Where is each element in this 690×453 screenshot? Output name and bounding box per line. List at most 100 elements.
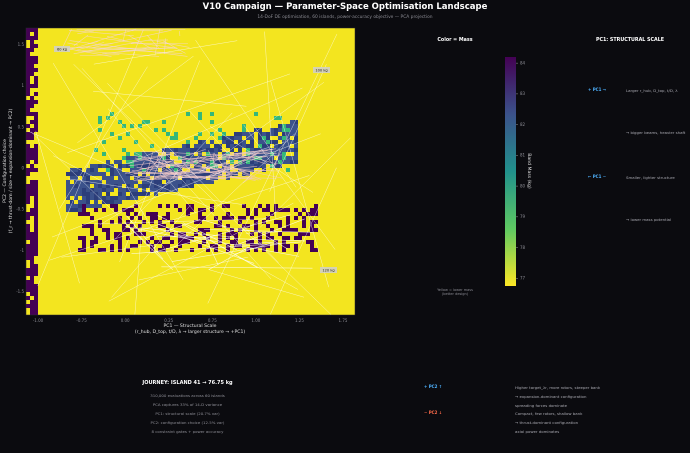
heatmap-cell bbox=[282, 244, 286, 248]
heatmap-cell bbox=[198, 132, 202, 136]
heatmap-cell bbox=[198, 112, 202, 116]
colorbar-tick-label: 81 bbox=[520, 153, 526, 158]
heatmap-cell bbox=[310, 248, 314, 252]
heatmap-cell bbox=[118, 168, 122, 172]
heatmap-cell bbox=[262, 208, 266, 212]
heatmap-cell bbox=[278, 152, 282, 156]
heatmap-cell bbox=[126, 208, 130, 212]
trajectory-line bbox=[163, 38, 166, 54]
heatmap-cell bbox=[106, 160, 110, 164]
heatmap-cell bbox=[66, 204, 70, 208]
heatmap-cell bbox=[130, 184, 134, 188]
heatmap-cell bbox=[90, 224, 94, 228]
heatmap-cell bbox=[78, 184, 82, 188]
heatmap-cell bbox=[206, 160, 210, 164]
colorbar-ticks: 84 83 82 81 80 79 78 77 bbox=[516, 60, 526, 281]
colorbar-tick-label: 84 bbox=[520, 60, 526, 65]
trajectory-line bbox=[94, 218, 267, 225]
heatmap-cell bbox=[234, 240, 238, 244]
trajectory-line bbox=[192, 156, 208, 167]
trajectory-line bbox=[159, 168, 199, 180]
heatmap-cell bbox=[30, 100, 34, 104]
heatmap-cell bbox=[190, 148, 194, 152]
pc1-plus-label: + PC1 → bbox=[588, 87, 607, 92]
heatmap-cell bbox=[314, 208, 318, 212]
pc2-up-label: + PC2 ↑ bbox=[424, 384, 443, 389]
heatmap-cell bbox=[102, 152, 106, 156]
heatmap-cell bbox=[86, 192, 90, 196]
heatmap-cell bbox=[78, 236, 82, 240]
heatmap-cell bbox=[110, 164, 114, 168]
heatmap-cell bbox=[198, 220, 202, 224]
heatmap-cell bbox=[30, 128, 34, 132]
heatmap-cell bbox=[102, 228, 106, 232]
x-axis-label: PC1 — Structural Scale bbox=[164, 323, 217, 329]
heatmap-cell bbox=[30, 252, 34, 256]
heatmap-cell bbox=[30, 284, 34, 288]
heatmap-cell bbox=[194, 180, 198, 184]
heatmap-cell bbox=[30, 136, 34, 140]
heatmap-cell bbox=[30, 256, 34, 260]
heatmap-cell bbox=[158, 188, 162, 192]
heatmap-cell bbox=[178, 184, 182, 188]
heatmap-cell bbox=[146, 160, 150, 164]
heatmap-cell bbox=[78, 192, 82, 196]
heatmap-cell bbox=[258, 204, 262, 208]
trajectory-line bbox=[154, 29, 161, 56]
heatmap-cell bbox=[126, 180, 130, 184]
heatmap-cell bbox=[82, 224, 86, 228]
trajectory-line bbox=[146, 35, 159, 49]
heatmap-cell bbox=[222, 132, 226, 136]
heatmap-cell bbox=[186, 140, 190, 144]
heatmap-cell bbox=[286, 160, 290, 164]
trajectory-line bbox=[134, 157, 220, 175]
heatmap-cell bbox=[130, 124, 134, 128]
heatmap-cell bbox=[282, 152, 286, 156]
heatmap-cell bbox=[174, 132, 178, 136]
heatmap-cell bbox=[266, 232, 270, 236]
heatmap-cell bbox=[146, 180, 150, 184]
heatmap-cell bbox=[34, 300, 38, 304]
heatmap-cell bbox=[106, 200, 110, 204]
heatmap-cell bbox=[34, 244, 38, 248]
trajectory-line bbox=[131, 241, 301, 254]
heatmap-cell bbox=[270, 236, 274, 240]
heatmap-cell bbox=[26, 48, 30, 52]
heatmap-cell bbox=[178, 148, 182, 152]
heatmap-cell bbox=[30, 180, 34, 184]
heatmap-cell bbox=[310, 212, 314, 216]
heatmap-cell bbox=[186, 112, 190, 116]
heatmap-cell bbox=[34, 220, 38, 224]
heatmap-cell bbox=[294, 132, 298, 136]
heatmap-cell bbox=[26, 284, 30, 288]
heatmap-cell bbox=[110, 132, 114, 136]
heatmap-cell bbox=[82, 176, 86, 180]
heatmap-cell bbox=[134, 176, 138, 180]
heatmap-cell bbox=[98, 192, 102, 196]
heatmap-cell bbox=[26, 60, 30, 64]
heatmap-cell bbox=[118, 120, 122, 124]
heatmap-cell bbox=[70, 200, 74, 204]
heatmap-cell bbox=[98, 224, 102, 228]
heatmap-cell bbox=[190, 156, 194, 160]
pc2-down-label: − PC2 ↓ bbox=[424, 410, 443, 415]
trajectory-line bbox=[51, 133, 321, 238]
heatmap-cell bbox=[282, 248, 286, 252]
figure-title: V10 Campaign — Parameter-Space Optimisat… bbox=[202, 2, 488, 12]
heatmap-cell bbox=[266, 136, 270, 140]
heatmap-cell bbox=[34, 284, 38, 288]
trajectory-line bbox=[73, 39, 153, 55]
heatmap-cell bbox=[294, 248, 298, 252]
heatmap-cell bbox=[286, 216, 290, 220]
heatmap-cell bbox=[258, 140, 262, 144]
heatmap-cell bbox=[98, 204, 102, 208]
heatmap-cell bbox=[122, 228, 126, 232]
trajectory-line bbox=[223, 162, 262, 181]
heatmap-cell bbox=[106, 184, 110, 188]
heatmap-cell bbox=[126, 132, 130, 136]
heatmap-cell bbox=[158, 184, 162, 188]
heatmap-cell bbox=[86, 204, 90, 208]
heatmap-cell bbox=[30, 68, 34, 72]
x-tick-label: -1.00 bbox=[33, 318, 44, 323]
heatmap-cell bbox=[34, 208, 38, 212]
